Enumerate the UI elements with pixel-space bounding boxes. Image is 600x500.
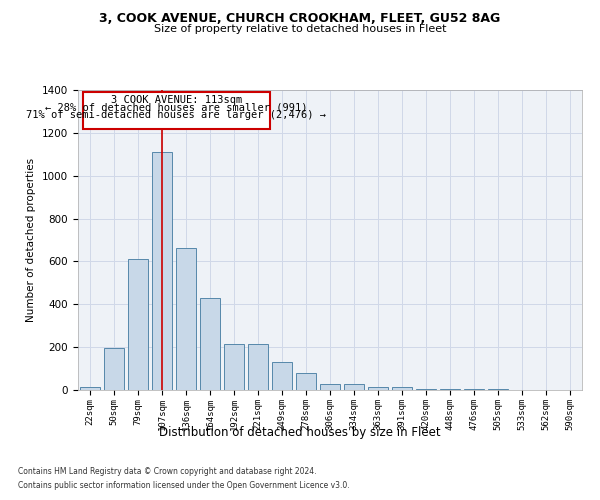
Bar <box>200 298 220 390</box>
Text: 3, COOK AVENUE, CHURCH CROOKHAM, FLEET, GU52 8AG: 3, COOK AVENUE, CHURCH CROOKHAM, FLEET, … <box>100 12 500 26</box>
Bar <box>80 387 100 390</box>
Bar <box>344 384 364 390</box>
Bar <box>248 344 268 390</box>
Bar <box>104 348 124 390</box>
FancyBboxPatch shape <box>83 92 270 129</box>
Bar <box>176 248 196 390</box>
Bar <box>152 152 172 390</box>
Bar <box>128 260 148 390</box>
Text: 3 COOK AVENUE: 113sqm: 3 COOK AVENUE: 113sqm <box>111 96 242 106</box>
Bar <box>296 373 316 390</box>
Text: Contains HM Land Registry data © Crown copyright and database right 2024.: Contains HM Land Registry data © Crown c… <box>18 467 317 476</box>
Bar <box>416 389 436 390</box>
Text: 71% of semi-detached houses are larger (2,476) →: 71% of semi-detached houses are larger (… <box>26 110 326 120</box>
Text: Distribution of detached houses by size in Fleet: Distribution of detached houses by size … <box>159 426 441 439</box>
Text: Size of property relative to detached houses in Fleet: Size of property relative to detached ho… <box>154 24 446 34</box>
Bar <box>272 362 292 390</box>
Bar <box>392 388 412 390</box>
Bar <box>440 389 460 390</box>
Y-axis label: Number of detached properties: Number of detached properties <box>26 158 37 322</box>
Bar <box>368 387 388 390</box>
Bar <box>224 344 244 390</box>
Text: Contains public sector information licensed under the Open Government Licence v3: Contains public sector information licen… <box>18 481 350 490</box>
Bar <box>320 384 340 390</box>
Text: ← 28% of detached houses are smaller (991): ← 28% of detached houses are smaller (99… <box>45 102 308 113</box>
